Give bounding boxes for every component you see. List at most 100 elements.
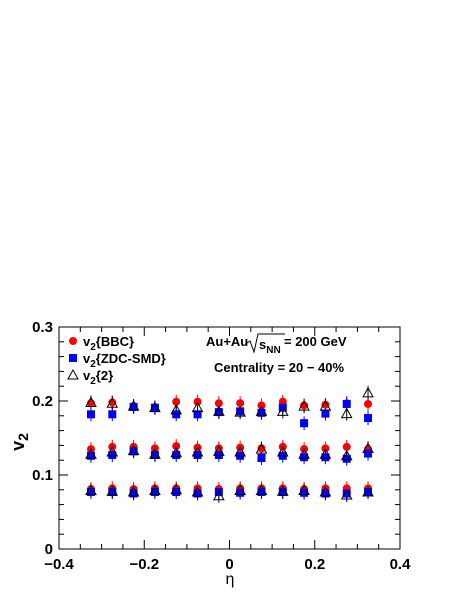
zdc-smd-point bbox=[108, 488, 117, 497]
v2-2-point bbox=[191, 401, 204, 413]
zdc-smd-point bbox=[257, 453, 266, 462]
zdc-smd-point bbox=[278, 488, 287, 497]
bbc-point bbox=[342, 442, 351, 451]
sqrt-sign bbox=[246, 333, 285, 354]
v2-2-point bbox=[255, 405, 268, 416]
legend-bbc-marker bbox=[69, 337, 77, 345]
v2-2-point bbox=[212, 405, 225, 416]
v2-2-point bbox=[255, 484, 268, 496]
zdc-smd-point bbox=[321, 409, 330, 418]
zdc-smd-point bbox=[342, 399, 351, 408]
x-tick-label: −0.4 bbox=[44, 556, 74, 573]
zdc-smd-point bbox=[193, 410, 202, 419]
v2-2-point bbox=[127, 400, 140, 411]
v2-2-point bbox=[276, 446, 289, 457]
centrality-label: Centrality = 20 − 40% bbox=[214, 360, 345, 375]
v2-2-point bbox=[234, 484, 247, 496]
v2-2-point bbox=[234, 446, 247, 457]
v2-2-point bbox=[106, 485, 119, 496]
v2-2-point bbox=[234, 406, 247, 417]
v2-2-point bbox=[170, 446, 183, 458]
v2-2-point bbox=[149, 401, 161, 413]
zdc-smd-point bbox=[257, 408, 266, 417]
v2-2-point bbox=[362, 386, 374, 398]
axes: −0.4 −0.2 0 0.2 0.4 0 0.1 0.2 0.3 η v2 bbox=[8, 319, 411, 588]
bbc-point bbox=[214, 399, 223, 408]
zdc-smd-point bbox=[108, 410, 117, 419]
v2-2-point bbox=[106, 397, 119, 408]
y-tick-label: 0 bbox=[45, 541, 53, 558]
x-tick-label: 0.4 bbox=[390, 556, 412, 573]
legend-entry-label: v2{2} bbox=[83, 368, 113, 387]
v2-2-point bbox=[127, 485, 140, 497]
v2-2-point bbox=[85, 448, 97, 459]
v2-2-point bbox=[319, 448, 332, 459]
y-axis-label-group: v2 bbox=[8, 433, 31, 451]
zdc-smd-point bbox=[342, 454, 351, 463]
zdc-smd-point bbox=[257, 488, 266, 497]
zdc-smd-point bbox=[342, 489, 351, 498]
v2-2-point bbox=[276, 485, 289, 496]
sqrt-s-nn-label: sNN bbox=[259, 337, 281, 356]
v2-2-point bbox=[255, 443, 268, 454]
y-tick-label: 0.3 bbox=[32, 319, 53, 336]
x-tick-label: 0.2 bbox=[304, 556, 325, 573]
v2-2-point bbox=[149, 484, 161, 496]
v2-2-point bbox=[85, 484, 97, 496]
v2-2-point bbox=[106, 446, 119, 457]
bbc-point bbox=[172, 397, 181, 406]
zdc-smd-point bbox=[364, 488, 373, 497]
zdc-smd-point bbox=[86, 488, 95, 497]
zdc-smd-point bbox=[172, 451, 181, 460]
energy-label: = 200 GeV bbox=[284, 334, 347, 349]
v2-2-point bbox=[340, 488, 353, 500]
zdc-smd-point bbox=[236, 407, 245, 416]
zdc-smd-point bbox=[364, 449, 373, 458]
zdc-smd-point bbox=[150, 488, 159, 497]
system-label: Au+Au bbox=[206, 334, 248, 349]
v2-2-point bbox=[149, 448, 161, 459]
x-tick-label: 0 bbox=[225, 556, 233, 573]
v2-2-point bbox=[191, 485, 204, 497]
y-axis-label: v2 bbox=[8, 433, 31, 451]
zdc-smd-point bbox=[86, 451, 95, 460]
zdc-smd-point bbox=[300, 453, 309, 462]
bbc-point bbox=[108, 398, 117, 407]
zdc-smd-point bbox=[108, 451, 117, 460]
zdc-smd-point bbox=[129, 402, 138, 411]
v2-2-point bbox=[340, 407, 353, 419]
zdc-smd-point bbox=[214, 408, 223, 417]
v2-2-point bbox=[298, 448, 310, 459]
zdc-smd-point bbox=[150, 403, 159, 412]
v2-2-point bbox=[298, 400, 310, 411]
v2-2-point bbox=[362, 485, 374, 497]
zdc-smd-point bbox=[364, 414, 373, 423]
zdc-smd-point bbox=[214, 488, 223, 497]
zdc-smd-point bbox=[321, 489, 330, 498]
zdc-smd-point bbox=[172, 488, 181, 497]
x-tick-label: −0.2 bbox=[129, 556, 159, 573]
v2-2-point bbox=[170, 483, 183, 495]
zdc-smd-point bbox=[150, 451, 159, 460]
zdc-smd-point bbox=[278, 403, 287, 412]
zdc-smd-point bbox=[129, 489, 138, 498]
legend: v2{BBC}v2{ZDC-SMD}v2{2} bbox=[67, 334, 166, 387]
v2-2-point bbox=[340, 449, 353, 461]
annotations: Au+Au sNN = 200 GeV Centrality = 20 − 40% bbox=[206, 333, 347, 375]
data-points bbox=[85, 386, 374, 501]
zdc-smd-point bbox=[86, 410, 95, 419]
zdc-smd-point bbox=[300, 488, 309, 497]
bbc-point bbox=[300, 401, 309, 410]
v2-2-point bbox=[212, 445, 225, 456]
y-tick-label: 0.1 bbox=[32, 467, 53, 484]
bbc-point bbox=[236, 399, 245, 408]
v2-2-point bbox=[191, 446, 204, 457]
bbc-point bbox=[257, 444, 266, 453]
zdc-smd-point bbox=[193, 451, 202, 460]
v2-2-point bbox=[298, 484, 310, 496]
legend-zdc-marker bbox=[69, 354, 77, 362]
bbc-point bbox=[321, 400, 330, 409]
v2-2-point bbox=[212, 489, 225, 501]
